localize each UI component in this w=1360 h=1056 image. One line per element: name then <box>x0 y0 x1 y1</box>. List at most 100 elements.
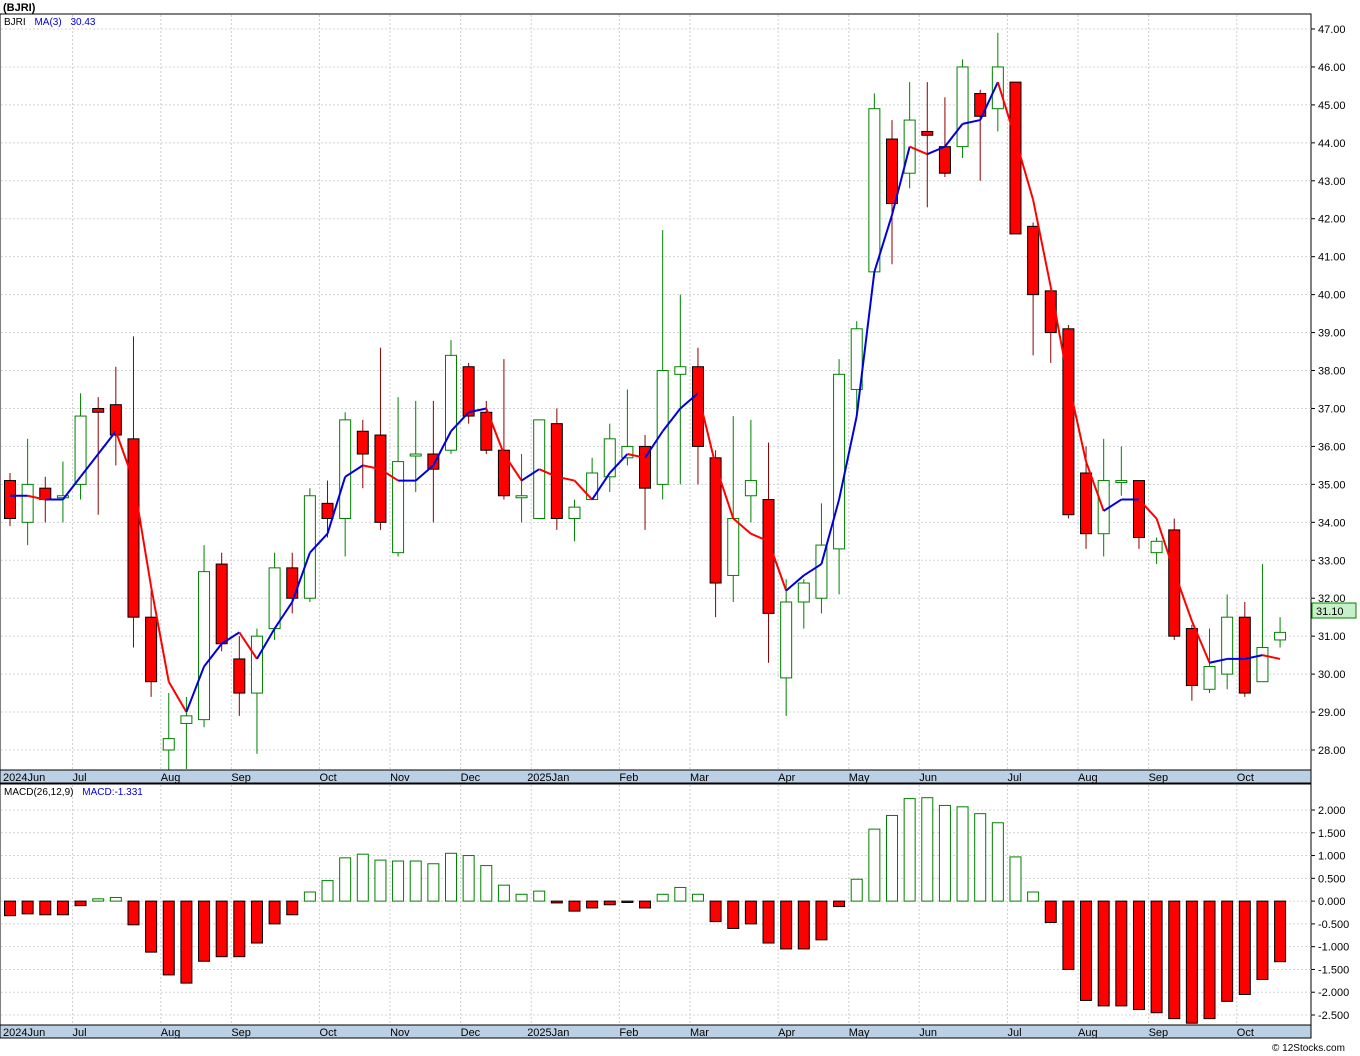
macd-bar <box>374 859 387 902</box>
candle-body <box>1168 529 1181 637</box>
macd-bar <box>568 900 581 912</box>
credit-text: © 12Stocks.com <box>1272 1043 1345 1054</box>
macd-bar <box>303 891 316 902</box>
candle-body <box>162 738 175 751</box>
macd-bar <box>691 893 704 902</box>
ma-segment <box>891 146 911 216</box>
price-tick-label: 31.00 <box>1318 631 1346 643</box>
candle-body <box>886 138 898 205</box>
ma-segment <box>503 453 523 482</box>
macd-bar <box>709 900 722 923</box>
macd-bar <box>392 860 405 902</box>
ma-segment <box>238 631 258 660</box>
ma-segment <box>1244 654 1263 660</box>
candle-body <box>780 601 793 679</box>
x-tick-label: Aug <box>1078 772 1098 784</box>
ma-segment <box>1049 286 1070 383</box>
price-tick-label: 30.00 <box>1318 669 1346 681</box>
macd-bar <box>850 878 863 902</box>
ma-segment <box>1138 498 1158 520</box>
price-tick-label: 36.00 <box>1318 441 1346 453</box>
x-tick-label: Jul <box>73 1027 87 1039</box>
macd-bar <box>21 900 34 915</box>
macd-bar <box>445 852 457 902</box>
ma-segment <box>767 540 788 591</box>
ma-segment <box>679 392 699 410</box>
ma-segment <box>468 407 487 414</box>
candle <box>303 488 316 603</box>
candle <box>1062 324 1075 519</box>
macd-y-axis: 2.000 1.500 1.000 0.500 0.000 -0.500 -1.000 -1.… <box>1311 805 1349 1022</box>
macd-panel <box>0 783 1312 1026</box>
ma-segment <box>415 464 435 482</box>
macd-bar <box>180 900 193 984</box>
price-tick-label: 43.00 <box>1318 176 1346 188</box>
moving-average-line <box>10 81 1281 713</box>
candle-body <box>550 423 563 520</box>
x-tick-label: Oct <box>320 772 337 784</box>
macd-bar <box>1203 900 1216 1020</box>
candle-body <box>1203 666 1216 690</box>
x-tick-label: Feb <box>619 1027 638 1039</box>
x-axis-labels-bottom: 2024Jun Jul Aug Sep Oct Nov Dec 2025Jan Feb Mar Ap… <box>3 1027 1254 1039</box>
macd-bar <box>886 814 898 902</box>
candle-body <box>674 366 687 375</box>
x-tick-label: Nov <box>390 772 410 784</box>
candle <box>339 412 352 557</box>
macd-bars <box>4 797 1287 1024</box>
macd-legend-value: MACD:-1.331 <box>82 787 143 798</box>
candle <box>656 230 669 500</box>
ma-segment <box>750 532 769 543</box>
macd-bar <box>1080 900 1093 1001</box>
legend-symbol: BJRI <box>4 17 26 28</box>
price-tick-label: 44.00 <box>1318 138 1346 150</box>
candle-body <box>127 438 140 618</box>
x-axis-bar-bottom <box>0 1024 1312 1039</box>
candle-body <box>180 715 193 724</box>
ma-segment <box>926 145 946 156</box>
x-tick-label: Jul <box>1007 772 1021 784</box>
x-tick-label: Mar <box>690 772 709 784</box>
macd-gridlines <box>1 785 1311 1025</box>
ma-segment <box>909 145 928 156</box>
macd-bar <box>938 804 951 902</box>
candle-body <box>515 495 528 499</box>
macd-tick-label: -2.000 <box>1318 987 1349 999</box>
candle-body <box>92 407 105 413</box>
candle <box>1256 564 1269 683</box>
candle <box>868 93 881 276</box>
candle-body <box>21 483 34 523</box>
macd-bar <box>162 900 175 976</box>
x-tick-label: Nov <box>390 1027 410 1039</box>
price-tick-label: 37.00 <box>1318 403 1346 415</box>
candle-body <box>568 506 581 520</box>
ma-segment <box>79 453 99 478</box>
price-tick-label: 32.00 <box>1318 593 1346 605</box>
ma-segment <box>97 430 117 455</box>
macd-bar <box>1221 900 1234 1002</box>
candle <box>1168 518 1181 640</box>
candle-body <box>480 411 493 451</box>
x-axis-bar-top <box>0 769 1312 784</box>
candle <box>1027 222 1040 356</box>
candle <box>127 336 140 648</box>
candle-body <box>709 457 722 584</box>
x-tick-label: Oct <box>320 1027 337 1039</box>
price-tick-label: 42.00 <box>1318 214 1346 226</box>
candle-body <box>233 658 246 694</box>
macd-bar <box>639 900 652 909</box>
last-price-box <box>1311 602 1357 619</box>
candle-body <box>339 419 352 520</box>
ma-segment <box>627 453 646 459</box>
candle <box>921 82 934 208</box>
x-tick-label: Jun <box>919 1027 937 1039</box>
ma-segment <box>432 430 452 466</box>
ma-segment <box>714 465 735 519</box>
macd-tick-label: 0.500 <box>1318 873 1346 885</box>
candle <box>709 450 722 618</box>
x-tick-label: Oct <box>1237 1027 1254 1039</box>
macd-bar <box>4 900 16 917</box>
price-y-axis: 28.00 29.00 30.00 31.00 32.00 33.00 34.00 35.00… <box>1311 24 1346 757</box>
candle <box>162 693 175 773</box>
